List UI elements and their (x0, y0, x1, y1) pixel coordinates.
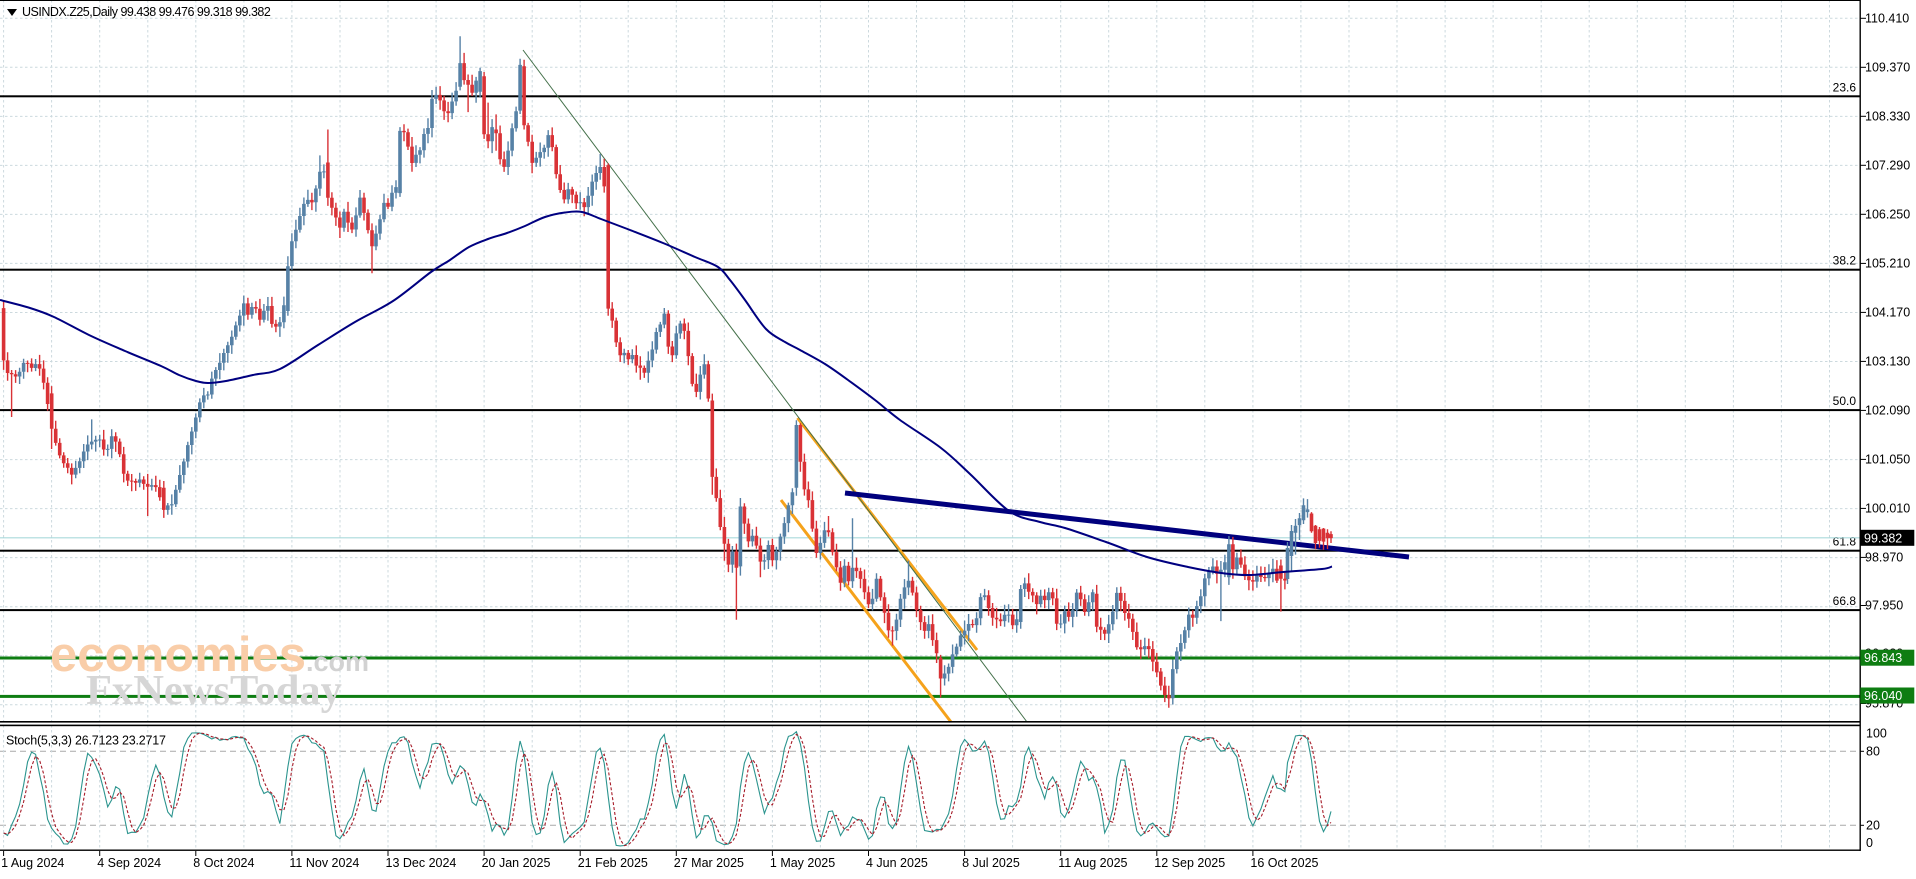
svg-text:99.382: 99.382 (1864, 531, 1902, 545)
svg-text:104.170: 104.170 (1865, 305, 1910, 319)
svg-text:27 Mar 2025: 27 Mar 2025 (674, 856, 744, 870)
svg-text:98.970: 98.970 (1865, 550, 1903, 564)
svg-text:11 Nov 2024: 11 Nov 2024 (289, 856, 359, 870)
svg-text:110.410: 110.410 (1865, 11, 1909, 25)
svg-text:8 Oct 2024: 8 Oct 2024 (193, 856, 254, 870)
svg-text:13 Dec 2024: 13 Dec 2024 (386, 856, 457, 870)
svg-text:80: 80 (1866, 744, 1880, 758)
svg-text:50.0: 50.0 (1833, 394, 1857, 408)
svg-text:107.290: 107.290 (1865, 158, 1910, 172)
svg-text:4 Sep 2024: 4 Sep 2024 (97, 856, 161, 870)
svg-text:1 May 2025: 1 May 2025 (770, 856, 835, 870)
svg-text:Stoch(5,3,3) 26.7123 23.2717: Stoch(5,3,3) 26.7123 23.2717 (6, 734, 166, 748)
svg-text:101.050: 101.050 (1865, 452, 1910, 466)
svg-text:16 Oct 2025: 16 Oct 2025 (1250, 856, 1318, 870)
svg-text:105.210: 105.210 (1865, 256, 1910, 270)
svg-text:FxNewsToday: FxNewsToday (86, 667, 342, 714)
svg-text:1 Aug 2024: 1 Aug 2024 (1, 856, 64, 870)
svg-text:20: 20 (1866, 818, 1880, 832)
svg-text:23.6: 23.6 (1833, 80, 1857, 94)
svg-text:12 Sep 2025: 12 Sep 2025 (1154, 856, 1225, 870)
svg-text:8 Jul 2025: 8 Jul 2025 (962, 856, 1020, 870)
svg-text:4 Jun 2025: 4 Jun 2025 (866, 856, 928, 870)
svg-text:66.8: 66.8 (1833, 594, 1857, 608)
svg-text:103.130: 103.130 (1865, 354, 1910, 368)
svg-text:USINDX.Z25,Daily 99.438 99.47: USINDX.Z25,Daily 99.438 99.476 99.318 99… (22, 5, 271, 19)
svg-text:96.040: 96.040 (1864, 689, 1902, 703)
svg-text:102.090: 102.090 (1865, 403, 1910, 417)
svg-text:38.2: 38.2 (1833, 254, 1857, 268)
svg-text:20 Jan 2025: 20 Jan 2025 (482, 856, 551, 870)
svg-text:106.250: 106.250 (1865, 207, 1910, 221)
svg-text:0: 0 (1866, 836, 1873, 850)
svg-text:100: 100 (1866, 727, 1887, 741)
svg-text:109.370: 109.370 (1865, 60, 1910, 74)
svg-text:108.330: 108.330 (1865, 109, 1910, 123)
svg-text:61.8: 61.8 (1833, 535, 1857, 549)
svg-text:100.010: 100.010 (1865, 501, 1910, 515)
svg-text:21 Feb 2025: 21 Feb 2025 (578, 856, 648, 870)
svg-text:96.843: 96.843 (1864, 651, 1902, 665)
svg-text:97.950: 97.950 (1865, 599, 1903, 613)
svg-text:11 Aug 2025: 11 Aug 2025 (1058, 856, 1127, 870)
